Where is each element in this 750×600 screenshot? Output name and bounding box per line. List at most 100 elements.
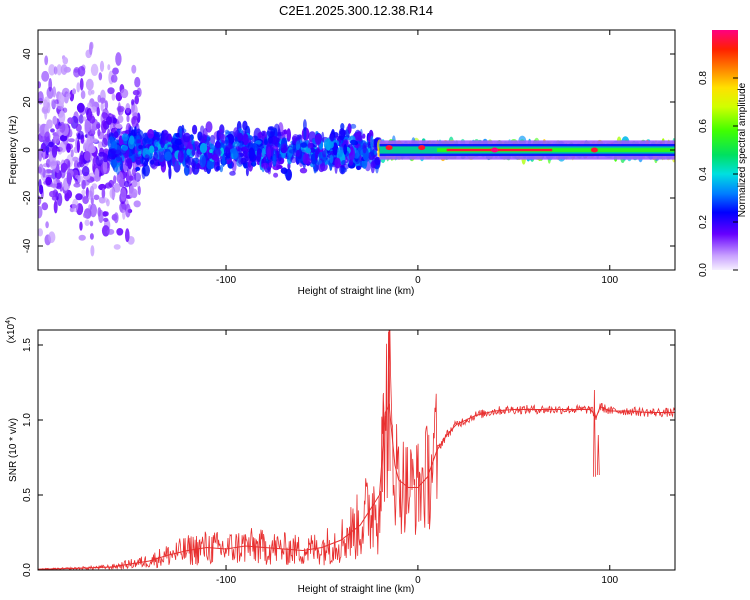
spectrogram-cell — [80, 150, 84, 165]
spectrogram-cell — [102, 160, 108, 174]
spectrogram-cell — [370, 135, 374, 148]
spectrogram-cell — [113, 183, 121, 193]
spectrogram-cell — [65, 93, 71, 99]
spectrogram-cell — [88, 126, 97, 131]
spectrogram-cell — [348, 159, 354, 166]
spectrogram-cell — [134, 153, 139, 162]
spectrogram-cell — [125, 203, 131, 218]
spectrogram-cell — [55, 191, 59, 201]
spectrogram-cell — [94, 168, 100, 182]
spectrogram-xlabel: Height of straight line (km) — [298, 286, 415, 297]
spectrogram-cell — [115, 92, 123, 102]
spectrogram-cell — [109, 188, 116, 199]
spectrogram-cell — [89, 203, 98, 218]
spectrogram-cell — [75, 174, 81, 179]
spectrogram-cell — [46, 86, 54, 99]
spectrogram-cell — [314, 133, 322, 145]
spectrogram-cell — [288, 149, 297, 154]
spectrogram-cell — [164, 151, 172, 161]
spectrogram-cell — [90, 106, 97, 113]
spectrogram-cell — [248, 147, 255, 161]
spectrogram-cell — [149, 159, 155, 165]
spectrogram-peak — [418, 145, 426, 151]
spectrogram-cell — [52, 86, 57, 98]
spectrogram-cell — [115, 156, 122, 162]
spectrogram-cell — [261, 147, 265, 158]
spectrogram-cell — [134, 95, 139, 105]
y-tick-label: 0 — [22, 147, 33, 153]
spectrogram-cell — [101, 137, 108, 148]
spectrogram-cell — [280, 143, 289, 154]
spectrogram-cell — [295, 149, 300, 157]
spectrogram-cell — [44, 131, 51, 143]
spectrogram-cell — [120, 187, 127, 201]
y-tick-label: 1.5 — [22, 338, 33, 352]
spectrogram-cell — [185, 155, 191, 169]
spectrogram-cell — [81, 189, 86, 196]
spectrogram-cell — [106, 228, 115, 235]
spectrogram-cell — [233, 127, 239, 138]
spectrogram-peak — [385, 145, 393, 151]
spectrogram-cell — [278, 153, 282, 162]
spectrogram-cell — [79, 78, 84, 91]
spectrogram-cell — [38, 228, 43, 237]
spectrogram-cell — [121, 145, 129, 151]
spectrogram-peak — [491, 147, 499, 153]
spectrogram-cell — [313, 164, 317, 174]
spectrogram-cell — [105, 182, 112, 189]
spectrogram-cell — [106, 199, 110, 207]
spectrogram-cell — [105, 116, 113, 125]
spectrogram-cell — [98, 72, 103, 81]
spectrogram-cell — [131, 64, 137, 74]
y-tick-label: -40 — [22, 238, 33, 253]
spectrogram-cell — [48, 64, 56, 76]
spectrogram-cell — [255, 140, 262, 145]
spectrogram-cell — [242, 120, 248, 131]
spectrogram-cell — [137, 185, 141, 196]
spectrogram-cell — [277, 128, 281, 142]
spectrogram-cell — [199, 142, 208, 154]
spectrogram-cell — [48, 78, 53, 92]
spectrogram-cell — [209, 149, 213, 154]
spectrogram-cell — [224, 139, 229, 144]
spectrogram-cell — [131, 115, 139, 129]
spectrogram-cell — [97, 128, 101, 137]
spectrogram-cell — [213, 154, 219, 162]
spectrogram-cell — [215, 140, 221, 149]
x-tick-label: -100 — [216, 275, 236, 286]
spectrogram-cell — [214, 149, 222, 156]
spectrogram-cell — [78, 234, 86, 241]
spectrogram-cell — [131, 99, 135, 106]
spectrogram-cell — [358, 134, 363, 142]
colorbar-tick-label: 0.2 — [698, 215, 709, 229]
spectrogram-cell — [38, 148, 43, 162]
spectrogram-cell — [231, 158, 237, 173]
spectrogram-cell — [81, 166, 90, 177]
spectrogram-cell — [322, 147, 327, 158]
spectrogram-cell — [68, 138, 75, 143]
spectrogram-cell — [50, 98, 58, 108]
spectrogram-cell — [229, 171, 236, 176]
spectrogram-cell — [101, 120, 107, 134]
spectrogram-cell — [73, 182, 81, 188]
spectrogram-cell — [362, 133, 366, 139]
spectrogram-cell — [45, 221, 49, 229]
spectrogram-ticks: -100 0 100 -40 -20 0 20 40 — [22, 30, 675, 286]
spectrogram-cell — [329, 154, 334, 164]
spectrogram-cell — [72, 88, 76, 95]
spectrogram-core — [437, 148, 675, 152]
spectrogram-cell — [143, 139, 151, 144]
spectrogram-cell — [221, 154, 226, 167]
spectrogram-cell — [196, 149, 202, 157]
spectrogram-cell — [53, 200, 58, 214]
spectrogram-cell — [303, 119, 307, 131]
spectrogram-cell — [266, 126, 275, 138]
spectrogram-cell — [77, 130, 84, 140]
snr-noise-trace — [38, 330, 675, 570]
spectrogram-cell — [168, 165, 172, 180]
spectrogram-cell — [161, 130, 170, 144]
spectrogram-cell — [232, 141, 240, 147]
spectrogram-cell — [75, 123, 82, 132]
spectrogram-cell — [286, 128, 292, 142]
